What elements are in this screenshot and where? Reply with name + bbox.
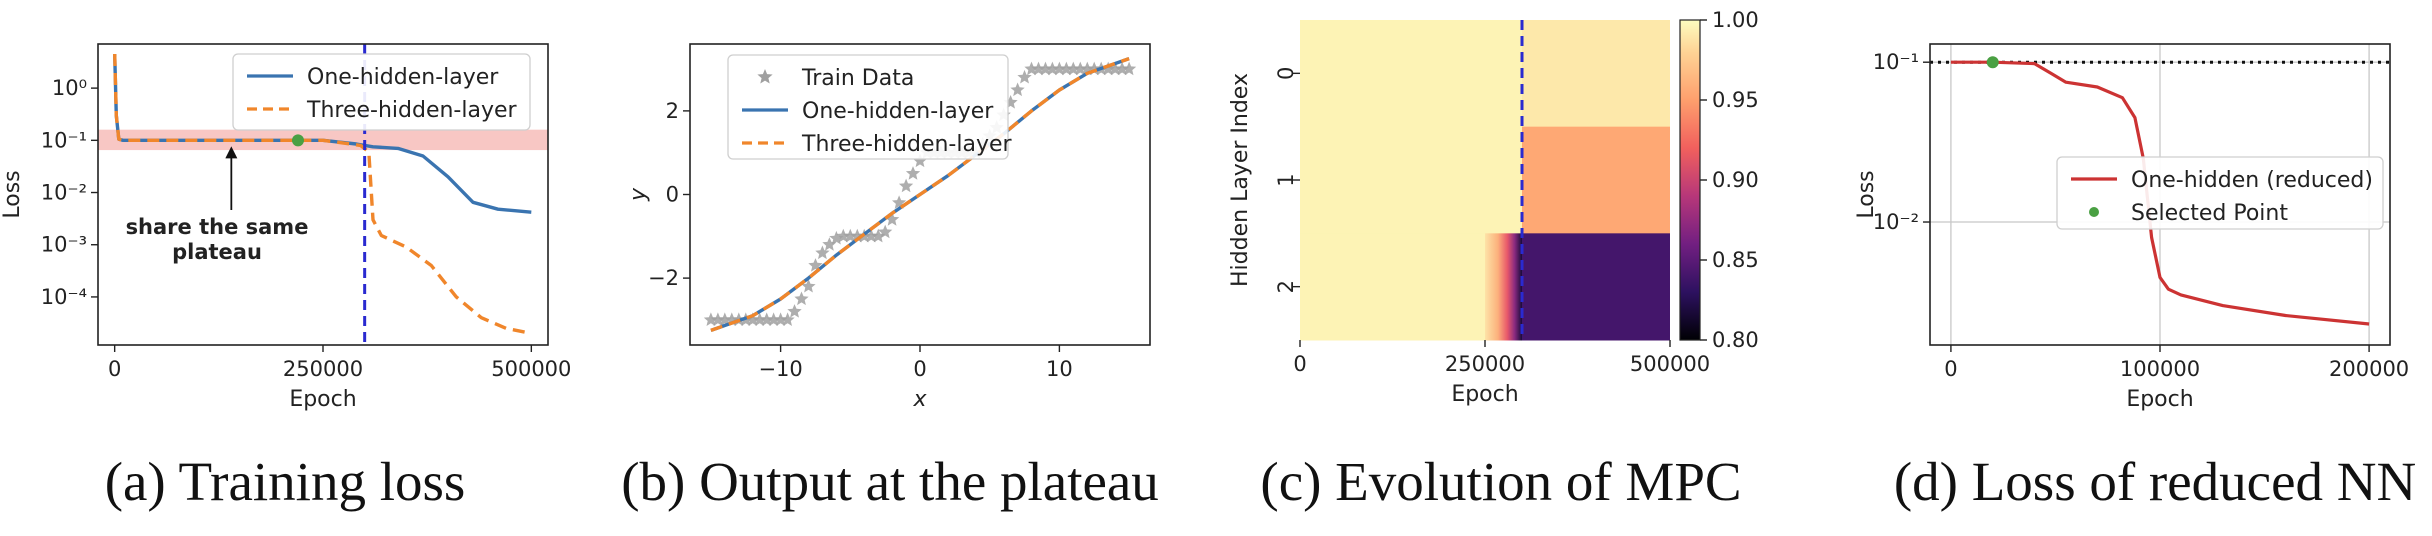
series-three-hidden-layer xyxy=(710,56,1130,333)
selected-point xyxy=(292,134,304,147)
train-data-point xyxy=(1017,69,1032,84)
legend-label: Selected Point xyxy=(2131,201,2288,226)
y-tick-label: 10⁻⁴ xyxy=(41,285,87,309)
train-data-point xyxy=(815,245,830,260)
legend-label: Train Data xyxy=(801,66,914,91)
y-axis-label: Loss xyxy=(1854,170,1879,218)
heatmap-cell xyxy=(1522,20,1670,128)
annotation-text: share the same xyxy=(126,215,309,239)
x-tick-label: 0 xyxy=(1293,352,1306,376)
y-tick-label: 0 xyxy=(1274,67,1298,80)
colorbar-tick-label: 0.90 xyxy=(1712,168,1759,192)
heatmap-cell xyxy=(1522,233,1670,341)
x-tick-label: 250000 xyxy=(1445,352,1525,376)
y-tick-label: 10⁻³ xyxy=(41,233,87,257)
train-data-point xyxy=(871,228,886,243)
x-tick-label: 0 xyxy=(1944,357,1957,381)
train-data-point xyxy=(1066,61,1081,76)
x-tick-label: 0 xyxy=(108,357,121,381)
y-tick-label: 10⁻² xyxy=(1873,210,1919,234)
x-tick-label: 0 xyxy=(913,357,926,381)
heatmap-cell xyxy=(1485,233,1522,341)
train-data-point xyxy=(836,228,851,243)
x-tick-label: 100000 xyxy=(2120,357,2200,381)
legend-label: Three-hidden-layer xyxy=(306,98,518,123)
heatmap-cell xyxy=(1300,126,1522,234)
colorbar-tick-label: 0.80 xyxy=(1712,328,1759,352)
y-tick-label: 0 xyxy=(666,183,679,207)
x-axis-label: Epoch xyxy=(2126,387,2193,412)
series-one-hidden-reduced xyxy=(1950,60,2370,326)
train-data-point xyxy=(898,178,914,193)
x-axis-label: Epoch xyxy=(1451,382,1518,407)
x-tick-label: 500000 xyxy=(491,357,571,381)
x-tick-label: 200000 xyxy=(2329,357,2409,381)
y-tick-label: −2 xyxy=(648,266,679,290)
series-three-hidden-layer xyxy=(113,53,532,336)
train-data-point xyxy=(1115,61,1130,76)
train-data-point xyxy=(787,304,802,318)
heatmap-cell xyxy=(1300,20,1522,128)
x-tick-label: 250000 xyxy=(283,357,363,381)
train-data-point xyxy=(1045,61,1060,76)
panel-c: 0 250000 500000 0 1 2 Epoch Hidden Layer Index 1… xyxy=(1228,8,1759,512)
colorbar-tick-label: 0.85 xyxy=(1712,248,1759,272)
panel-caption: (a) Training loss xyxy=(105,451,466,512)
heatmap-cell xyxy=(1522,126,1670,234)
legend-star-swatch xyxy=(757,69,773,84)
train-data-point xyxy=(794,291,809,306)
panel-caption: (b) Output at the plateau xyxy=(621,451,1159,512)
panel-caption: (c) Evolution of MPC xyxy=(1260,451,1741,512)
x-tick-label: 10 xyxy=(1046,357,1073,381)
x-tick-label: −10 xyxy=(758,357,802,381)
train-data-point xyxy=(745,312,760,326)
train-data-point xyxy=(801,279,816,293)
legend-label: One-hidden-layer xyxy=(802,99,994,124)
heatmap-cell xyxy=(1300,233,1485,341)
y-axis-label: Hidden Layer Index xyxy=(1228,73,1253,287)
train-data-point xyxy=(885,212,900,226)
train-data-point xyxy=(766,312,781,326)
y-tick-label: 2 xyxy=(1274,280,1298,293)
y-tick-label: 10⁻¹ xyxy=(41,128,87,152)
selected-point xyxy=(1986,56,1999,69)
colorbar-tick-label: 1.00 xyxy=(1712,8,1759,32)
colorbar xyxy=(1679,19,1701,341)
train-data-point xyxy=(878,224,893,239)
train-data-point xyxy=(1122,61,1137,76)
train-data-point xyxy=(905,166,921,180)
x-axis-label: x xyxy=(912,387,927,412)
panel-d: 0 100000 200000 10⁻¹ 10⁻² Epoch Loss One-hidden… xyxy=(1854,43,2416,512)
legend-box xyxy=(232,53,531,131)
y-axis-label: y xyxy=(626,187,651,202)
colorbar-tick-label: 0.95 xyxy=(1712,88,1759,112)
panel-caption: (d) Loss of reduced NN xyxy=(1894,451,2416,512)
y-tick-label: 10⁻² xyxy=(41,181,87,205)
train-data-point xyxy=(912,153,928,168)
legend-box xyxy=(727,54,1009,160)
x-axis-label: Epoch xyxy=(289,387,356,412)
legend-label: One-hidden-layer xyxy=(307,65,499,90)
train-data-point xyxy=(1010,82,1025,97)
y-tick-label: 1 xyxy=(1274,173,1298,186)
y-tick-label: 2 xyxy=(666,99,679,123)
y-axis-label: Loss xyxy=(0,170,25,218)
legend-label: One-hidden (reduced) xyxy=(2131,168,2373,193)
x-tick-label: 500000 xyxy=(1630,352,1710,376)
train-data-point xyxy=(822,237,837,251)
y-tick-label: 10⁰ xyxy=(52,76,87,100)
train-data-point xyxy=(780,312,795,326)
y-tick-label: 10⁻¹ xyxy=(1873,50,1919,74)
legend-dot-swatch xyxy=(2089,207,2099,217)
annotation-text: plateau xyxy=(172,240,262,264)
legend-box xyxy=(2056,156,2384,230)
legend-label: Three-hidden-layer xyxy=(801,132,1013,157)
